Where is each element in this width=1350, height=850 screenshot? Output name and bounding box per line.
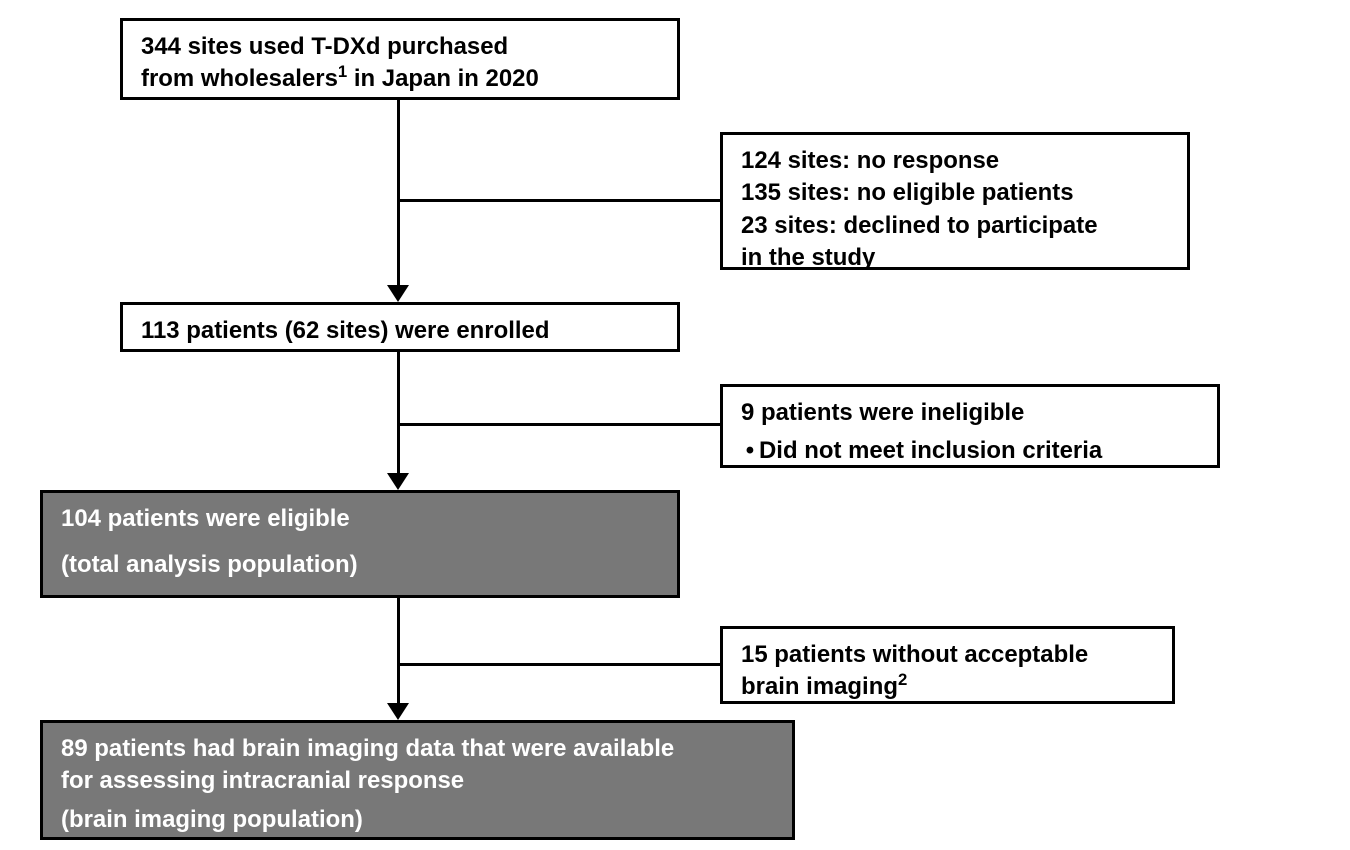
- side2-line1: 9 patients were ineligible: [741, 397, 1199, 429]
- flowchart-canvas: 344 sites used T-DXd purchased from whol…: [0, 0, 1350, 850]
- arrowhead-2: [387, 473, 409, 490]
- box3-line2: (total analysis population): [61, 549, 659, 581]
- exclusion-box-ineligible: 9 patients were ineligible • Did not mee…: [720, 384, 1220, 468]
- connector-hline-1: [398, 199, 720, 202]
- connector-vline-3: [397, 598, 400, 706]
- arrowhead-1: [387, 285, 409, 302]
- connector-vline-2: [397, 352, 400, 476]
- box2-text: 113 patients (62 sites) were enrolled: [141, 317, 549, 344]
- connector-vline-1: [397, 100, 400, 288]
- connector-hline-2: [398, 423, 720, 426]
- connector-hline-3: [398, 663, 720, 666]
- exclusion-box-sites: 124 sites: no response 135 sites: no eli…: [720, 132, 1190, 270]
- box4-line3: (brain imaging population): [61, 804, 774, 836]
- side1-line1: 124 sites: no response: [741, 145, 1169, 177]
- side3-line1: 15 patients without acceptable: [741, 639, 1154, 671]
- bullet-icon: •: [741, 435, 759, 467]
- arrowhead-3: [387, 703, 409, 720]
- side1-line2: 135 sites: no eligible patients: [741, 177, 1169, 209]
- side2-bullet-row: • Did not meet inclusion criteria: [741, 435, 1199, 467]
- side2-bullet-text: Did not meet inclusion criteria: [759, 435, 1102, 467]
- box1-line2: from wholesalers1 in Japan in 2020: [141, 63, 659, 95]
- flow-box-eligible: 104 patients were eligible (total analys…: [40, 490, 680, 598]
- box4-line1: 89 patients had brain imaging data that …: [61, 733, 774, 765]
- side3-line2: brain imaging2: [741, 671, 1154, 703]
- flow-box-enrolled: 113 patients (62 sites) were enrolled: [120, 302, 680, 352]
- flow-box-initial-sites: 344 sites used T-DXd purchased from whol…: [120, 18, 680, 100]
- box3-line1: 104 patients were eligible: [61, 503, 659, 535]
- side1-line4: in the study: [741, 242, 1169, 274]
- side1-line3: 23 sites: declined to participate: [741, 210, 1169, 242]
- box4-line2: for assessing intracranial response: [61, 765, 774, 797]
- exclusion-box-no-imaging: 15 patients without acceptable brain ima…: [720, 626, 1175, 704]
- flow-box-brain-imaging: 89 patients had brain imaging data that …: [40, 720, 795, 840]
- box1-line1: 344 sites used T-DXd purchased: [141, 31, 659, 63]
